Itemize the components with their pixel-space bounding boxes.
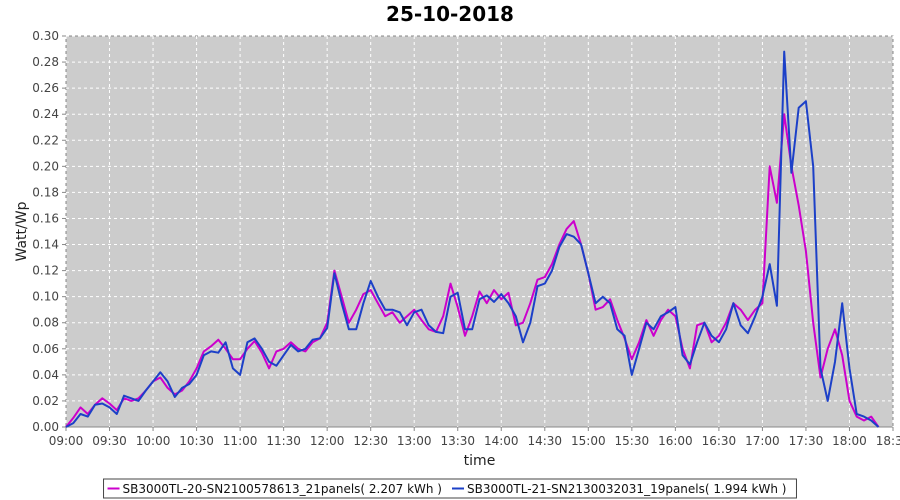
y-axis: 0.00 0.02 0.04 0.06 0.08 0.10 0.12 0.14 0.16 0.18… [32,29,66,434]
y-tick-label: 0.18 [32,185,59,199]
grid-lines [65,35,894,427]
series-layer [65,50,880,428]
x-tick-label: 11:00 [223,434,258,448]
y-tick-label: 0.30 [32,29,59,43]
x-tick-label: 12:00 [310,434,345,448]
legend-label-2: SB3000TL-21-SN2130032031_19panels( 1.994… [467,482,786,496]
x-tick-label: 10:00 [136,434,171,448]
x-axis: 09:00 09:30 10:00 10:30 11:00 11:30 12:00 12:30… [49,427,900,448]
y-tick-label: 0.12 [32,264,59,278]
y-tick-label: 0.28 [32,55,59,69]
y-tick-label: 0.26 [32,81,59,95]
x-tick-label: 18:30 [876,434,900,448]
y-axis-label: Watt/Wp [14,201,30,261]
x-axis-label: time [464,453,496,469]
series-line-2 [65,50,880,428]
y-tick-label: 0.06 [32,342,59,356]
plot-background [65,35,894,428]
y-tick-label: 0.02 [32,394,59,408]
series-line-1 [65,113,880,428]
x-tick-label: 17:30 [789,434,824,448]
x-tick-label: 17:00 [745,434,780,448]
y-tick-label: 0.16 [32,211,59,225]
y-tick-label: 0.24 [32,107,59,121]
y-tick-label: 0.04 [32,368,59,382]
legend-box [103,478,797,499]
x-tick-label: 11:30 [266,434,301,448]
x-tick-label: 16:00 [658,434,693,448]
x-tick-label: 16:30 [702,434,737,448]
y-tick-label: 0.22 [32,133,59,147]
x-tick-label: 10:30 [179,434,214,448]
legend: SB3000TL-20-SN2100578613_21panels( 2.207… [103,478,797,499]
x-tick-label: 09:00 [49,434,84,448]
x-tick-label: 14:00 [484,434,519,448]
x-tick-label: 18:00 [832,434,867,448]
x-tick-label: 12:30 [353,434,388,448]
y-tick-label: 0.14 [32,238,59,252]
chart-title: 25-10-2018 [386,2,514,26]
x-tick-label: 15:30 [615,434,650,448]
y-tick-label: 0.00 [32,420,59,434]
x-tick-label: 09:30 [92,434,127,448]
x-tick-label: 13:00 [397,434,432,448]
y-tick-label: 0.08 [32,316,59,330]
y-tick-label: 0.10 [32,290,59,304]
legend-label-1: SB3000TL-20-SN2100578613_21panels( 2.207… [123,482,442,496]
x-tick-label: 15:00 [571,434,606,448]
y-tick-label: 0.20 [32,159,59,173]
x-tick-label: 13:30 [440,434,475,448]
x-tick-label: 14:30 [527,434,562,448]
